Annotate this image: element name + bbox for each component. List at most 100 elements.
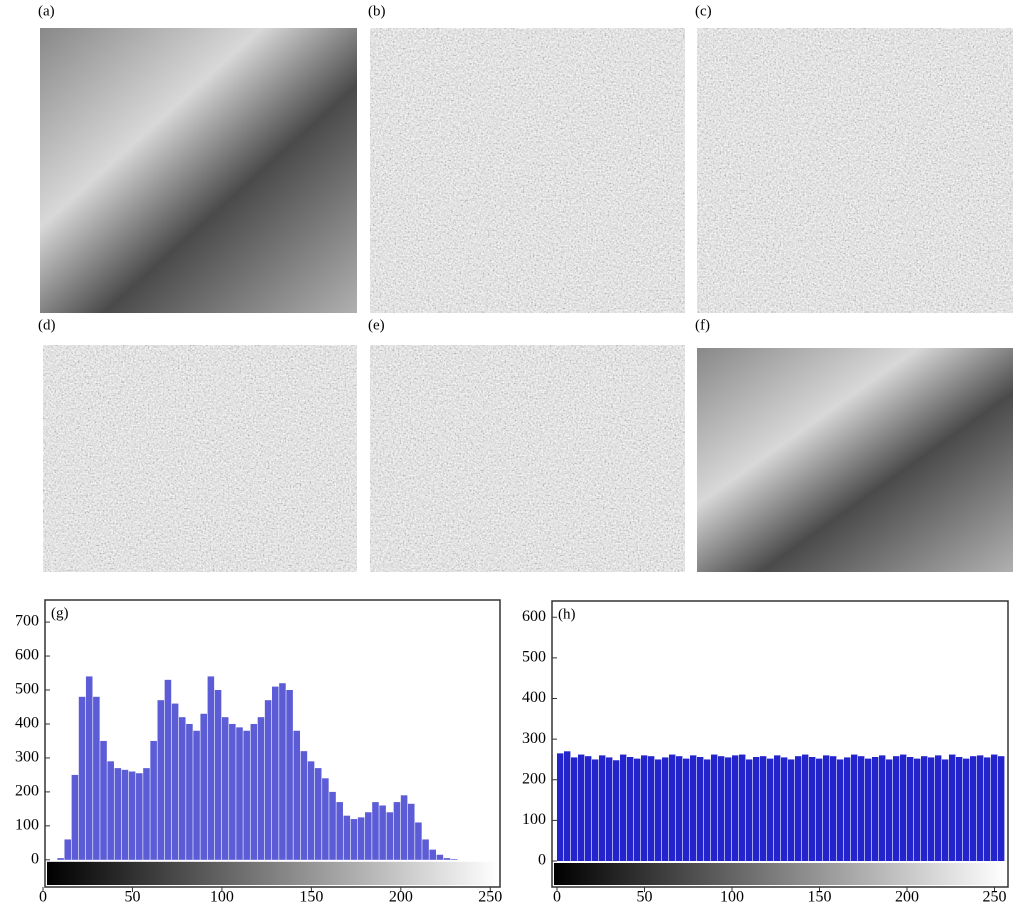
encrypted-image: [370, 345, 685, 572]
y-tick-label: 0: [538, 852, 546, 869]
x-tick-label: 250: [478, 889, 502, 906]
histogram-bar: [57, 858, 64, 860]
histogram-bar: [179, 717, 186, 860]
histogram-bar: [774, 755, 780, 861]
y-tick-label: 100: [522, 811, 546, 828]
encrypted-image: [697, 28, 1013, 313]
y-tick-label: 700: [15, 613, 39, 630]
histogram-bar: [865, 759, 871, 861]
histogram-bar: [984, 757, 990, 861]
x-tick-label: 150: [299, 889, 323, 906]
histogram-bar: [585, 756, 591, 861]
x-tick-label: 250: [983, 889, 1007, 906]
panel-label: (f): [695, 317, 710, 333]
grayscale-bar: [554, 863, 1006, 885]
histogram-bar: [690, 755, 696, 861]
histogram-bar: [115, 768, 122, 860]
histogram-bar: [315, 768, 322, 860]
histogram-bar: [655, 759, 661, 861]
histogram-bar: [401, 795, 408, 860]
histogram-bar: [258, 717, 265, 860]
histogram-bar: [739, 755, 745, 861]
histogram-bar: [613, 760, 619, 861]
histogram-bar: [172, 704, 179, 860]
histogram-bar: [802, 755, 808, 861]
histogram-bar: [746, 759, 752, 861]
histogram-bar: [578, 755, 584, 861]
histogram-bar: [186, 724, 193, 860]
histogram-bar: [301, 751, 308, 860]
encrypted-image: [370, 28, 685, 313]
histogram-bar: [336, 802, 343, 860]
histogram-bar: [760, 756, 766, 861]
histogram-bar: [557, 753, 563, 861]
histogram-bar: [365, 812, 372, 860]
histogram-bar: [928, 757, 934, 861]
x-tick-label: 50: [124, 889, 140, 906]
histogram-bar: [379, 805, 386, 859]
original-image: [40, 28, 357, 313]
histogram-bar: [322, 778, 329, 860]
histogram-bar: [571, 757, 577, 861]
histogram-bar: [129, 772, 136, 860]
histogram-bar: [781, 757, 787, 861]
histogram-bar: [949, 755, 955, 861]
y-tick-label: 600: [15, 647, 39, 664]
histogram-bar: [408, 804, 415, 860]
histogram-bar: [725, 757, 731, 861]
y-tick-label: 400: [522, 689, 546, 706]
histogram-bar: [229, 724, 236, 860]
histogram-bar: [429, 850, 436, 860]
y-tick-label: 600: [522, 608, 546, 625]
histogram-bar: [394, 802, 401, 860]
histogram-bar: [683, 759, 689, 861]
x-tick-label: 0: [553, 889, 561, 906]
histogram-bar: [79, 697, 86, 860]
histogram-bar: [150, 741, 157, 860]
page: {"panels": [{"label": "(a)"}, {"label": …: [0, 0, 1013, 907]
histogram-bar: [122, 770, 129, 860]
histogram-bar: [422, 839, 429, 859]
histogram-bar: [956, 757, 962, 861]
histogram-bar: [158, 700, 165, 860]
histogram-bar: [704, 759, 710, 861]
grayscale-bar: [47, 862, 498, 885]
histogram-bar: [606, 757, 612, 861]
panel-label: (c): [695, 3, 712, 19]
histogram-bar: [977, 755, 983, 861]
y-tick-label: 200: [522, 770, 546, 787]
histogram-bar: [627, 757, 633, 861]
x-tick-label: 100: [720, 889, 744, 906]
histogram-bar: [93, 697, 100, 860]
x-tick-label: 0: [39, 889, 47, 906]
encrypted-image: [43, 345, 357, 572]
histogram-bar: [718, 756, 724, 861]
histogram-bar: [711, 755, 717, 861]
x-tick-label: 100: [210, 889, 234, 906]
histogram-bar: [935, 755, 941, 861]
histogram-bar: [620, 755, 626, 861]
histogram-bar: [893, 756, 899, 861]
histogram-bar: [648, 756, 654, 861]
histogram-bar: [900, 755, 906, 861]
histogram-bar: [358, 817, 365, 859]
histogram-bar: [830, 756, 836, 861]
histogram-bar: [344, 816, 351, 860]
histogram-bar: [697, 757, 703, 861]
histogram-bar: [86, 676, 93, 859]
histogram-bar: [107, 761, 114, 859]
histogram-bar: [914, 759, 920, 861]
histogram-bar: [732, 755, 738, 861]
histogram-bar: [998, 756, 1004, 861]
y-tick-label: 300: [522, 730, 546, 747]
histogram-bar: [907, 757, 913, 861]
y-tick-label: 300: [15, 749, 39, 766]
histogram-bar: [329, 792, 336, 860]
panel-label: (b): [368, 3, 386, 19]
histogram-bar: [351, 819, 358, 860]
histogram-bar: [872, 757, 878, 861]
histogram-bar: [809, 757, 815, 861]
histogram-bar: [193, 731, 200, 860]
histogram-bar: [265, 700, 272, 860]
histogram-bar: [851, 755, 857, 861]
